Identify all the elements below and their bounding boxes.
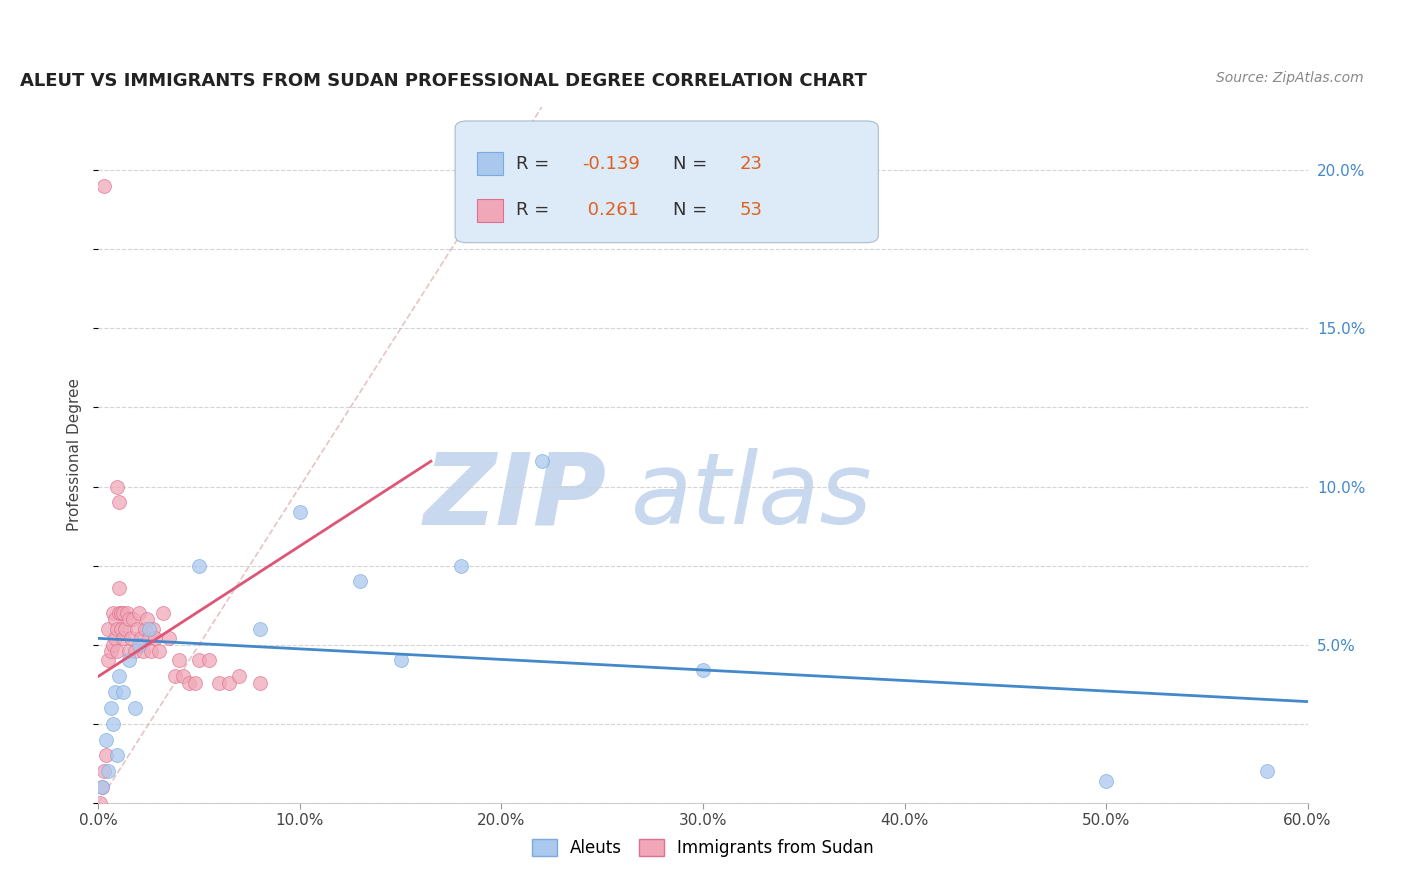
Point [118,653,141,667]
Point [107,581,129,595]
Point [1095,773,1118,788]
Point [121,612,143,626]
Point [101,638,124,652]
Text: Source: ZipAtlas.com: Source: ZipAtlas.com [1216,71,1364,86]
Point [228,669,250,683]
Text: R =: R = [516,155,554,173]
Point [138,632,160,646]
Point [103,612,125,626]
Point [89,796,111,810]
Text: N =: N = [672,201,713,219]
Point [148,644,170,658]
Point [198,653,221,667]
Point [129,632,152,646]
Point [152,606,174,620]
Point [208,675,231,690]
Point [110,622,132,636]
Text: 23: 23 [740,155,762,173]
Point [110,606,132,620]
Point [91,780,114,794]
Point [692,663,714,677]
Point [125,622,148,636]
Point [97,653,120,667]
Point [101,716,124,731]
Point [100,701,122,715]
Y-axis label: Professional Degree: Professional Degree [67,378,83,532]
Point [96,748,118,763]
Point [103,632,125,646]
Point [111,632,134,646]
Point [179,675,201,690]
Point [105,644,128,658]
Point [188,653,211,667]
Point [450,558,472,573]
Point [118,612,141,626]
Point [143,632,166,646]
FancyBboxPatch shape [477,153,503,175]
Point [288,505,311,519]
Point [93,764,115,779]
Point [100,644,122,658]
Point [349,574,371,589]
Text: 0.261: 0.261 [582,201,640,219]
Point [167,653,190,667]
Point [115,606,138,620]
Point [134,622,156,636]
Point [124,701,146,715]
Point [111,606,134,620]
Point [218,675,240,690]
Point [120,632,142,646]
FancyBboxPatch shape [456,121,879,243]
Text: N =: N = [672,155,713,173]
Point [188,558,211,573]
Point [157,632,180,646]
Legend: Aleuts, Immigrants from Sudan: Aleuts, Immigrants from Sudan [526,832,880,864]
Point [249,675,271,690]
Point [132,644,155,658]
Point [530,454,553,468]
Point [135,612,157,626]
Point [142,622,165,636]
Point [97,764,120,779]
Point [105,748,128,763]
Point [128,638,150,652]
Point [118,644,141,658]
Point [172,669,194,683]
Point [107,669,129,683]
Point [91,780,114,794]
Point [249,622,271,636]
Point [107,606,129,620]
Point [96,732,118,747]
Point [163,669,186,683]
Point [101,606,124,620]
Point [93,179,115,194]
Point [107,495,129,509]
Point [103,685,125,699]
Point [139,644,162,658]
FancyBboxPatch shape [477,199,503,222]
Point [105,622,128,636]
Point [114,622,136,636]
Point [105,479,128,493]
Point [128,606,150,620]
Text: 53: 53 [740,201,762,219]
Text: -0.139: -0.139 [582,155,640,173]
Text: ALEUT VS IMMIGRANTS FROM SUDAN PROFESSIONAL DEGREE CORRELATION CHART: ALEUT VS IMMIGRANTS FROM SUDAN PROFESSIO… [20,72,866,90]
Point [138,622,160,636]
Point [1256,764,1278,779]
Text: atlas: atlas [630,448,872,545]
Point [111,685,134,699]
Text: R =: R = [516,201,554,219]
Point [184,675,207,690]
Point [124,644,146,658]
Text: ZIP: ZIP [423,448,606,545]
Point [389,653,412,667]
Point [97,622,120,636]
